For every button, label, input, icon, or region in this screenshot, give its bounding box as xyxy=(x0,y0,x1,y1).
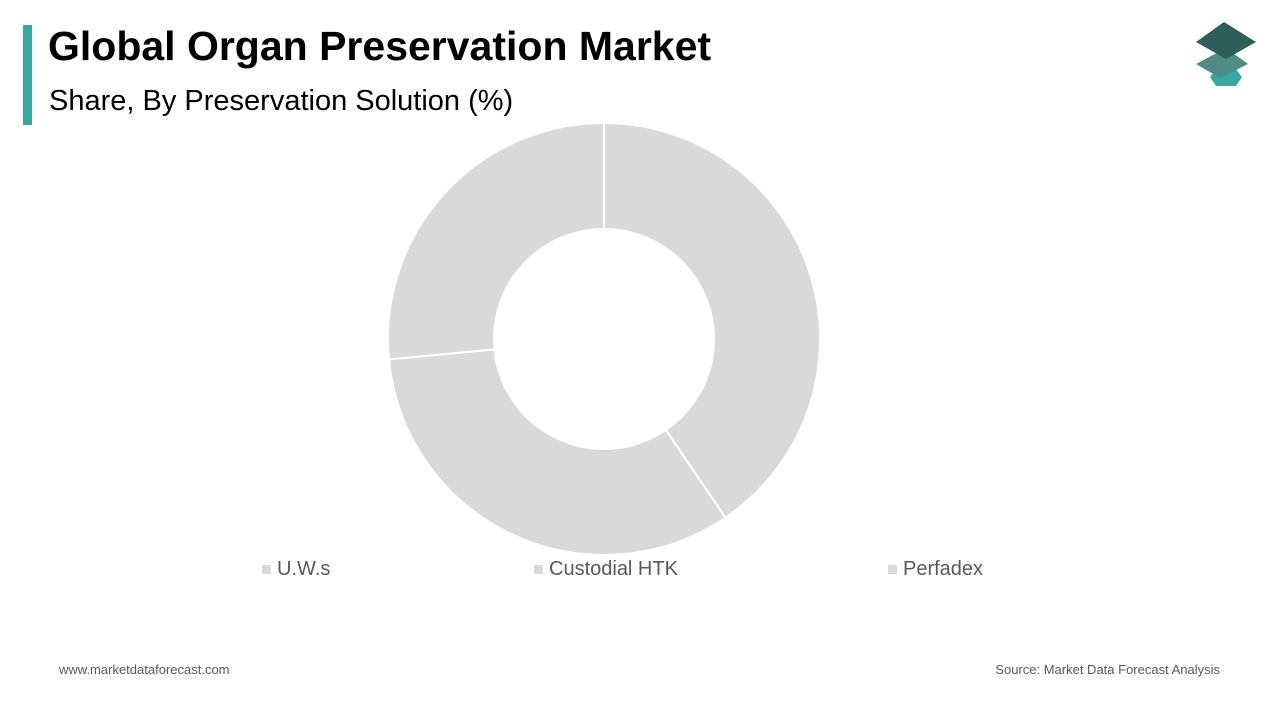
legend-item-uws: U.W.s xyxy=(262,556,330,582)
legend-label-uws: U.W.s xyxy=(277,557,331,580)
page-subtitle: Share, By Preservation Solution (%) xyxy=(49,85,514,117)
logo-layer-middle xyxy=(1196,48,1248,78)
legend-label-perfadex: Perfadex xyxy=(903,557,984,580)
legend-swatch-perfadex xyxy=(888,564,897,574)
donut-slice-u-w-s xyxy=(603,121,821,520)
footer-website: www.marketdataforecast.com xyxy=(59,662,230,677)
legend-label-custodial-htk: Custodial HTK xyxy=(549,557,678,580)
legend-swatch-custodial-htk xyxy=(534,564,543,574)
stacked-layers-icon xyxy=(1196,22,1256,86)
page-title: Global Organ Preservation Market xyxy=(48,23,712,69)
logo-layer-top xyxy=(1196,22,1256,59)
legend-item-perfadex: Perfadex xyxy=(888,556,983,582)
footer-source: Source: Market Data Forecast Analysis xyxy=(995,662,1220,677)
donut-slice-perfadex xyxy=(387,121,605,361)
title-accent-bar xyxy=(23,25,32,125)
legend-item-custodial-htk: Custodial HTK xyxy=(534,556,678,582)
legend-swatch-uws xyxy=(262,564,271,574)
donut-slice-custodial-htk xyxy=(387,348,727,556)
donut-chart xyxy=(387,121,821,556)
